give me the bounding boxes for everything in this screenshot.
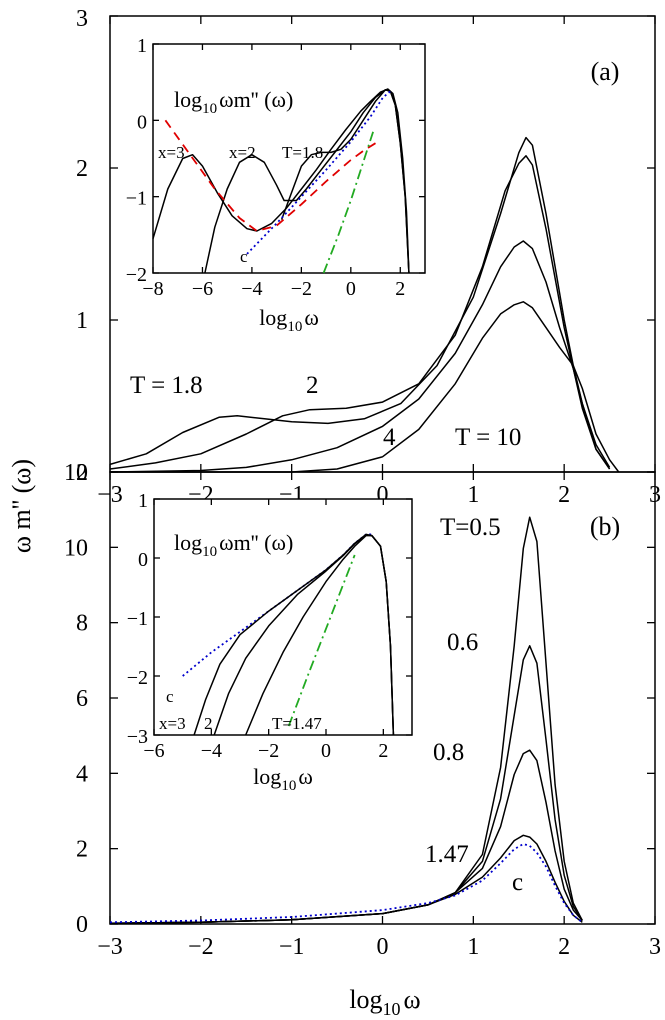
x-tick-label: −4 [241, 278, 262, 300]
panel-a-curves [109, 136, 620, 473]
series-line-5 [322, 131, 374, 274]
x-tick-label: −2 [188, 934, 214, 960]
series-line-2 [109, 240, 611, 473]
inset-a-xlabel: log10ω [259, 305, 319, 335]
annot-b-T05: T=0.5 [440, 514, 501, 541]
annot-a-T10: T = 10 [455, 424, 521, 451]
y-tick-label: 1 [137, 35, 147, 57]
inset-b-title: log10ωm'' (ω) [174, 530, 293, 560]
annot-a-T18: T = 1.8 [130, 372, 203, 399]
y-tick-label: 2 [76, 156, 88, 182]
y-axis-title: ω m'' (ω) [7, 459, 36, 553]
y-tick-label: 10 [64, 535, 88, 561]
x-axis-title: log10 ω [349, 985, 420, 1019]
inset-a-ticks: −8 −6 −4 −2 0 2 −2 −1 0 1 [126, 35, 425, 300]
series-line-4 [287, 554, 356, 727]
inset-b-curves [182, 533, 395, 736]
annot-b-c: c [512, 869, 523, 896]
series-line-0 [152, 88, 410, 274]
x-tick-label: −8 [142, 278, 163, 300]
series-line-2 [109, 749, 583, 925]
annot-a-4: 4 [383, 424, 396, 451]
x-tick-label: 0 [346, 278, 356, 300]
y-tick-label: 0 [137, 111, 147, 133]
y-tick-label: 0 [138, 549, 148, 571]
x-tick-label: −1 [279, 934, 305, 960]
x-tick-label: 2 [378, 740, 388, 762]
annot-ib-2: 2 [204, 714, 213, 733]
x-tick-label: −6 [143, 740, 164, 762]
x-tick-label: −2 [291, 278, 312, 300]
x-tick-label: 2 [558, 482, 570, 508]
y-tick-label: −3 [127, 726, 148, 748]
panel-a-inset: −8 −6 −4 −2 0 2 −2 −1 0 1 log10ωm'' (ω) log10ω x=… [126, 35, 426, 335]
y-tick-label: 8 [76, 611, 88, 637]
annot-ia-x3: x=3 [158, 143, 185, 162]
y-tick-label: 1 [76, 308, 88, 334]
series-line-1 [109, 155, 611, 470]
y-tick-label: 6 [76, 686, 88, 712]
y-tick-label: −1 [127, 608, 148, 630]
x-tick-label: 1 [467, 934, 479, 960]
series-line-3 [245, 534, 395, 736]
x-tick-label: 2 [395, 278, 405, 300]
annot-ib-c: c [166, 687, 174, 706]
annot-b-06: 0.6 [447, 629, 478, 656]
series-line-3 [109, 834, 583, 925]
y-tick-label: 3 [76, 6, 88, 32]
series-line-2 [280, 89, 410, 274]
y-tick-label: −2 [126, 264, 147, 286]
y-tick-label: −2 [127, 667, 148, 689]
inset-b-ticks: −6 −4 −2 0 2 −3 −2 −1 0 1 [127, 490, 412, 762]
inset-b-frame [153, 498, 413, 736]
y-tick-label: 2 [76, 837, 88, 863]
inset-a-curves [152, 88, 410, 274]
annot-ia-c: c [240, 247, 248, 266]
x-tick-label: −2 [258, 740, 279, 762]
x-tick-label: 3 [649, 934, 661, 960]
panel-b-label: (b) [590, 512, 620, 541]
annot-a-2: 2 [306, 372, 319, 399]
panel-b-inset: −6 −4 −2 0 2−3−2−101 log10ωm'' (ω) log10ω c … [127, 490, 413, 794]
annot-b-147: 1.47 [425, 841, 469, 868]
inset-a-frame [152, 43, 426, 274]
x-tick-label: 2 [558, 934, 570, 960]
series-line-0 [109, 136, 611, 470]
x-tick-label: −4 [201, 740, 222, 762]
x-tick-label: 1 [467, 482, 479, 508]
x-tick-label: 0 [377, 934, 389, 960]
annot-ib-x3: x=3 [159, 714, 186, 733]
panel-b-curves [109, 516, 583, 925]
series-line-3 [110, 301, 620, 473]
y-tick-label: 0 [76, 460, 88, 486]
inset-a-title: log10ωm'' (ω) [174, 87, 293, 117]
x-tick-label: −3 [97, 934, 123, 960]
x-tick-label: 0 [321, 740, 331, 762]
y-tick-label: 12 [64, 460, 88, 486]
x-tick-label: −6 [192, 278, 213, 300]
annot-b-08: 0.8 [433, 739, 464, 766]
annot-ia-x2: x=2 [229, 143, 256, 162]
panel-a-label: (a) [591, 57, 620, 86]
annot-ia-T18: T=1.8 [282, 143, 323, 162]
y-tick-label: 1 [138, 490, 148, 512]
y-tick-label: −1 [126, 188, 147, 210]
y-tick-label: 0 [76, 912, 88, 938]
y-tick-label: 4 [76, 761, 88, 787]
annot-ib-T147: T=1.47 [272, 714, 322, 733]
inset-b-xlabel: log10ω [253, 764, 313, 794]
